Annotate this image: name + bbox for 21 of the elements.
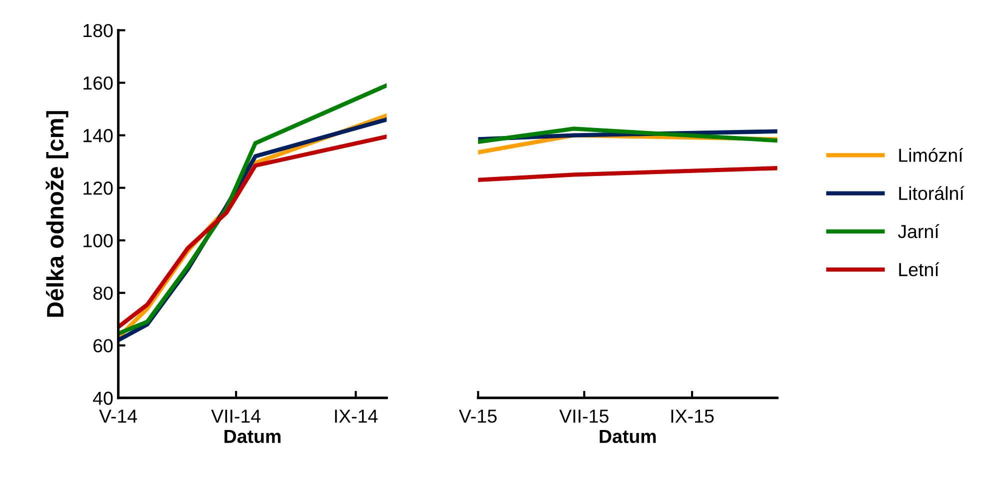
y-tick-label: 160 [84, 76, 113, 90]
x-tick-label: V-15 [458, 410, 497, 423]
y-tick-label: 140 [84, 128, 113, 142]
x-axis-title: Datum [224, 430, 280, 444]
y-axis-title: Délka odnože [cm] [46, 111, 68, 317]
x-tick-label: VII-15 [559, 410, 608, 423]
x-tick-label: VII-14 [211, 410, 261, 423]
legend-label: Letní [899, 262, 940, 276]
legend-label: Limózní [899, 148, 964, 162]
y-tick-label: 40 [93, 392, 113, 405]
y-tick-label: 120 [84, 182, 113, 195]
y-tick-label: 100 [84, 234, 113, 248]
y-tick-label: 180 [84, 24, 113, 38]
legend-label: Litorální [899, 186, 964, 200]
y-tick-label: 60 [94, 339, 113, 352]
x-tick-label: V-14 [99, 410, 138, 423]
y-tick-label: 80 [93, 286, 113, 300]
x-tick-label: IX-14 [335, 410, 378, 423]
x-axis-title: Datum [600, 430, 656, 444]
legend-label: Jarní [898, 224, 940, 238]
x-tick-label: IX-15 [671, 410, 714, 423]
